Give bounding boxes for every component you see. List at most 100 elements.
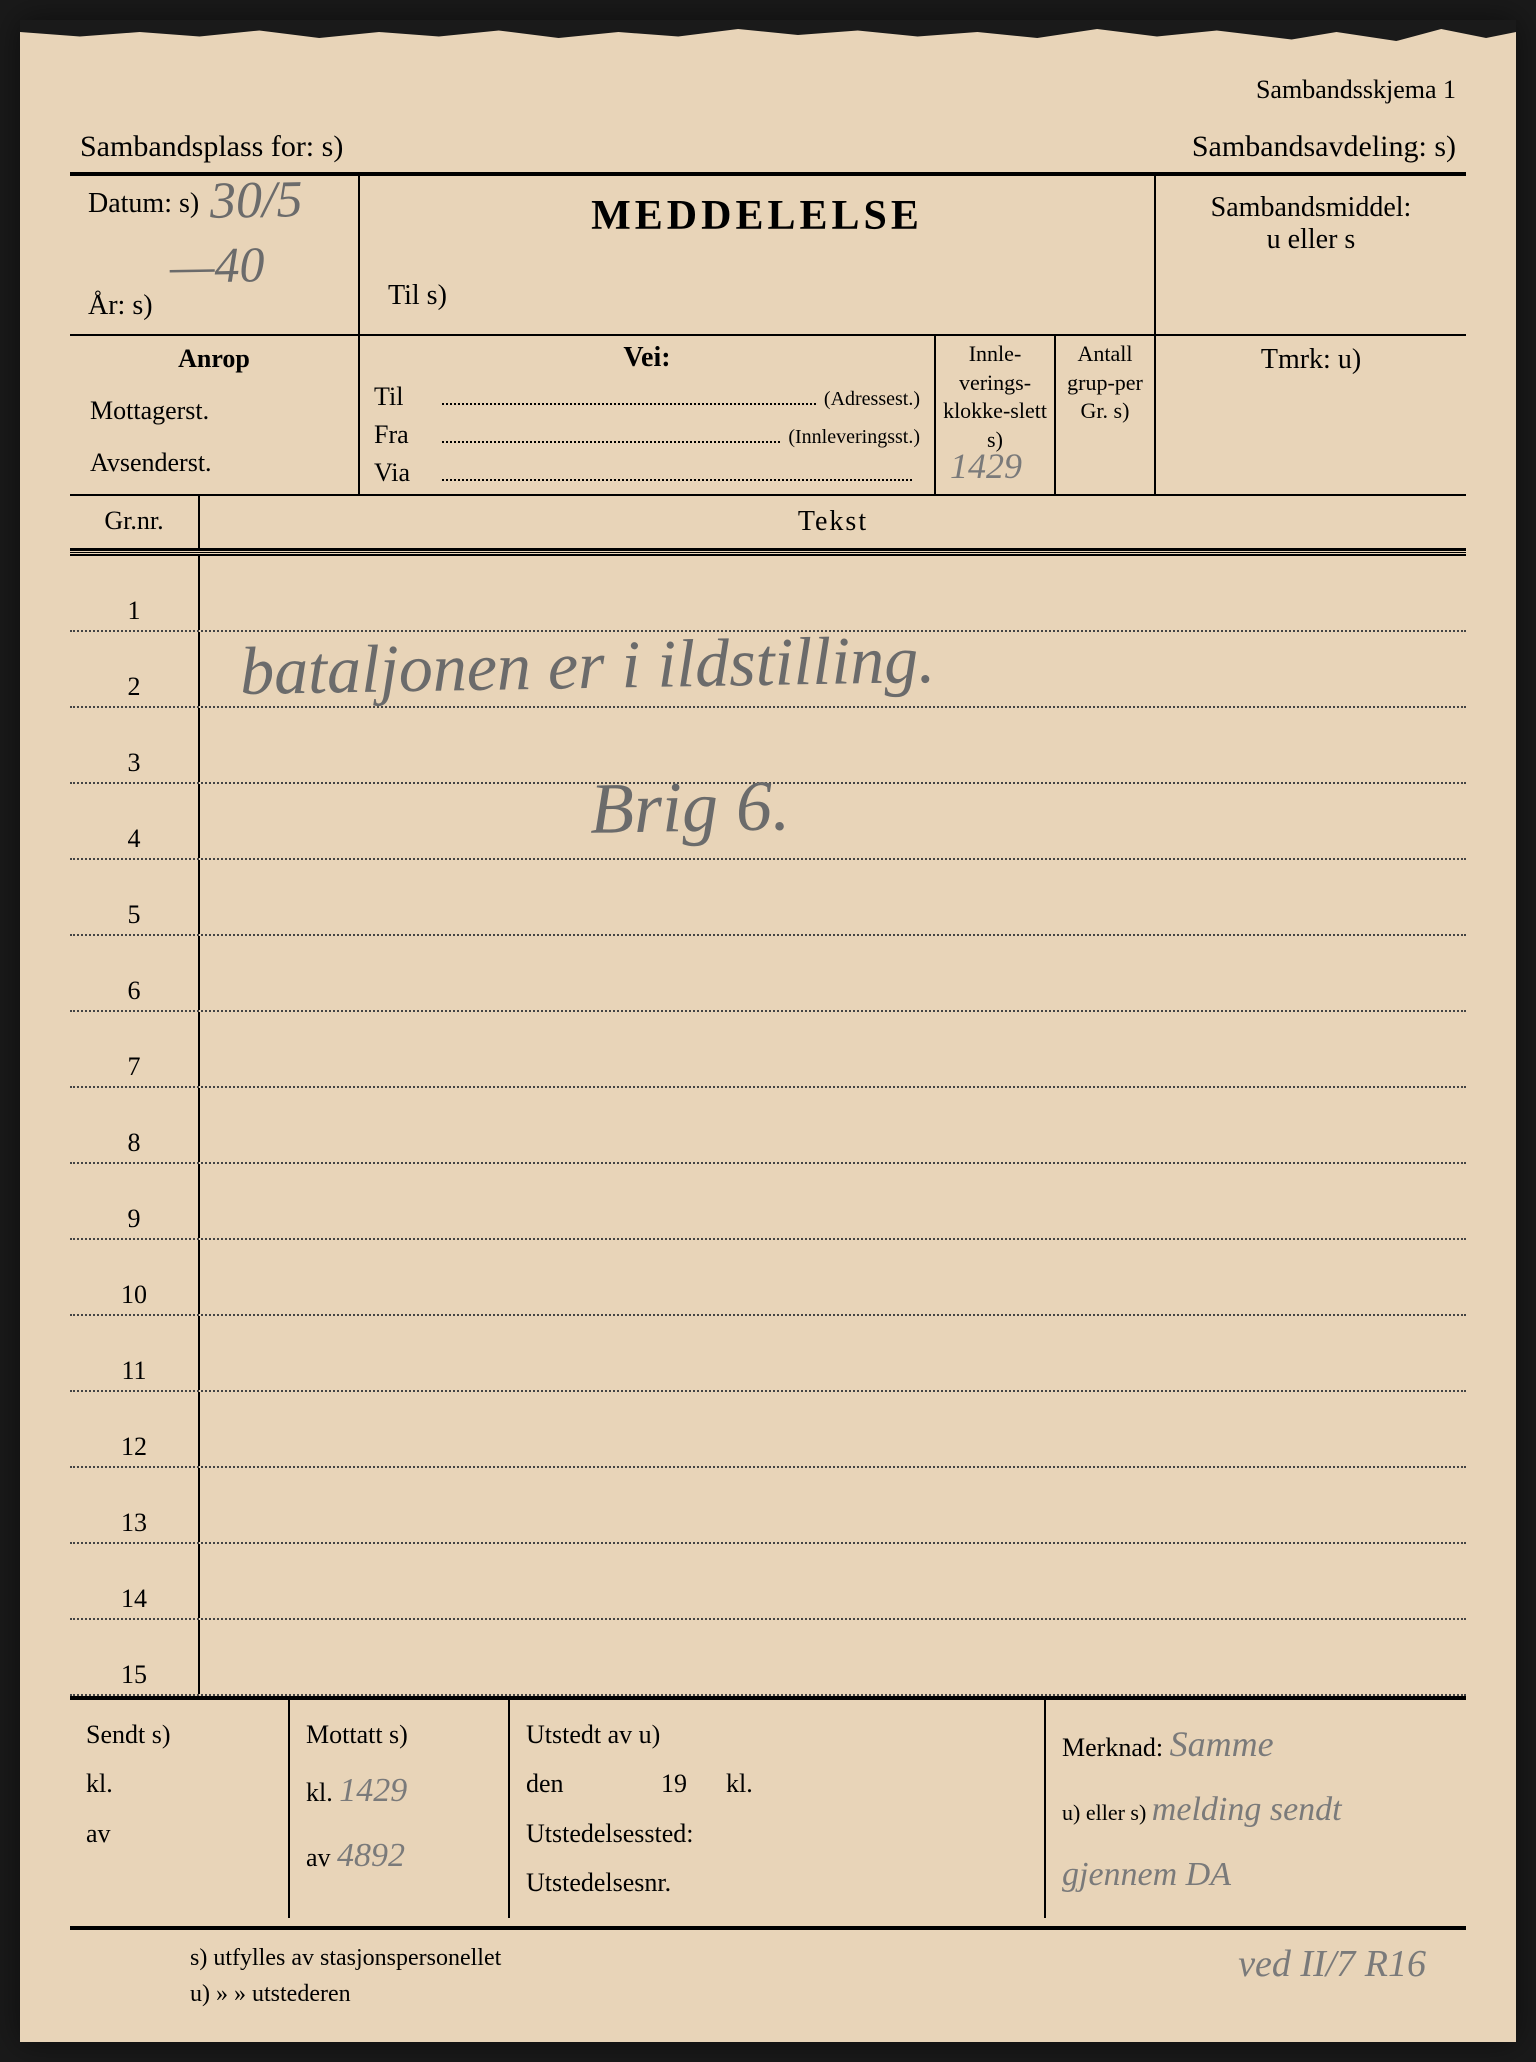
meddelelse-title: MEDDELELSE (378, 192, 1136, 240)
dotted-line (442, 403, 816, 405)
dotted-line (442, 479, 912, 481)
text-row: 14 (70, 1544, 1466, 1620)
footer-line2: u) » » utstederen (190, 1976, 1238, 2012)
kl-label: kl. (86, 1759, 272, 1808)
sambandsavdeling-label: Sambandsavdeling: s) (1192, 130, 1456, 164)
merknad-label: Merknad: (1062, 1733, 1163, 1762)
vei-title: Vei: (374, 342, 920, 374)
mottagerst-label: Mottagerst. (70, 396, 358, 426)
meddelelse-cell: MEDDELELSE Til s) (360, 176, 1156, 334)
row-body (200, 784, 1466, 858)
datum-cell: Datum: s) 30/5 År: s) —40 (70, 176, 360, 334)
grnr-label: Gr.nr. (70, 496, 200, 548)
antall-cell: Antall grup-per Gr. s) (1056, 336, 1156, 494)
tmrk-label: Tmrk: u) (1261, 344, 1361, 375)
text-row: 6 (70, 936, 1466, 1012)
vei-cell: Vei: Til (Adressest.) Fra (Innleveringss… (360, 336, 936, 494)
sambandsmiddel-cell: Sambandsmiddel: u eller s (1156, 176, 1466, 334)
row-body (200, 1164, 1466, 1238)
text-row: 15 (70, 1620, 1466, 1696)
row-number: 4 (70, 784, 200, 858)
sendt-cell: Sendt s) kl. av (70, 1700, 290, 1918)
merknad-hw4: ved II/7 R16 (1238, 1930, 1466, 2012)
row-number: 9 (70, 1164, 200, 1238)
row-body (200, 1240, 1466, 1314)
row-anrop-vei: Anrop Mottagerst. Avsenderst. Vei: Til (… (70, 336, 1466, 496)
sambandsplass-label: Sambandsplass for: s) (80, 130, 343, 164)
til-label: Til s) (378, 280, 1136, 312)
sambandsmiddel-sub: u eller s (1174, 224, 1448, 256)
grnr-header: Gr.nr. Tekst (70, 496, 1466, 550)
text-row: 12 (70, 1392, 1466, 1468)
vei-til-label: Til (374, 382, 434, 412)
den-label: den (526, 1769, 564, 1798)
row-number: 12 (70, 1392, 200, 1466)
merknad-hw3: gjennem DA (1062, 1843, 1450, 1908)
merknad-hw1: Samme (1170, 1724, 1274, 1764)
utstedelsesnr-label: Utstedelsesnr. (526, 1858, 1028, 1907)
innlev-value: 1429 (950, 443, 1022, 490)
antall-label: Antall grup-per Gr. s) (1067, 341, 1143, 423)
text-row: 10 (70, 1240, 1466, 1316)
nineteen-label: 19 (661, 1769, 687, 1798)
text-row: 7 (70, 1012, 1466, 1088)
text-row: 11 (70, 1316, 1466, 1392)
mottatt-label: Mottatt s) (306, 1710, 492, 1759)
row-number: 8 (70, 1088, 200, 1162)
footer-notes: s) utfylles av stasjonspersonellet u) » … (70, 1930, 1238, 2012)
sendt-label: Sendt s) (86, 1710, 272, 1759)
text-row: 1 (70, 556, 1466, 632)
sambandsmiddel-label: Sambandsmiddel: (1174, 192, 1448, 224)
torn-edge-decoration (20, 20, 1516, 50)
row-body (200, 708, 1466, 782)
merknad-sub: u) eller s) (1062, 1800, 1146, 1825)
tmrk-cell: Tmrk: u) (1156, 336, 1466, 494)
header-row: Sambandsplass for: s) Sambandsavdeling: … (70, 130, 1466, 164)
row-number: 15 (70, 1620, 200, 1694)
row-number: 5 (70, 860, 200, 934)
row-body (200, 1544, 1466, 1618)
row-number: 7 (70, 1012, 200, 1086)
row-body (200, 1088, 1466, 1162)
av-label: av (86, 1809, 272, 1858)
utstedt-cell: Utstedt av u) den 19 kl. Utstedelsessted… (510, 1700, 1046, 1918)
row-body (200, 1468, 1466, 1542)
ar-handwritten: —40 (170, 235, 265, 295)
text-row: 9 (70, 1164, 1466, 1240)
row-number: 1 (70, 556, 200, 630)
row-number: 11 (70, 1316, 200, 1390)
row-body (200, 1012, 1466, 1086)
datum-label: Datum: s) (88, 188, 340, 220)
vei-via-label: Via (374, 458, 434, 488)
avsenderst-label: Avsenderst. (70, 448, 358, 478)
av-label2: av (306, 1843, 331, 1872)
vei-til-hint: (Adressest.) (824, 388, 920, 411)
row-body (200, 1620, 1466, 1694)
row-body (200, 632, 1466, 706)
row-body (200, 860, 1466, 934)
anrop-title: Anrop (70, 344, 358, 374)
text-row: 13 (70, 1468, 1466, 1544)
dotted-line (442, 441, 780, 443)
text-area: bataljonen er i ildstilling. Brig 6. 123… (70, 556, 1466, 1696)
kl-label2: kl. (306, 1778, 333, 1807)
row-body (200, 556, 1466, 630)
kl-label3: kl. (726, 1769, 753, 1798)
row-body (200, 936, 1466, 1010)
row-number: 14 (70, 1544, 200, 1618)
text-row: 8 (70, 1088, 1466, 1164)
anrop-cell: Anrop Mottagerst. Avsenderst. (70, 336, 360, 494)
footer-line1: s) utfylles av stasjonspersonellet (190, 1940, 1238, 1976)
innlev-cell: Innle-verings-klokke-slett s) 1429 (936, 336, 1056, 494)
vei-fra-hint: (Innleveringsst.) (788, 426, 920, 449)
row-meddelelse: Datum: s) 30/5 År: s) —40 MEDDELELSE Til… (70, 176, 1466, 336)
tekst-label: Tekst (200, 496, 1466, 548)
text-row: 2 (70, 632, 1466, 708)
row-number: 6 (70, 936, 200, 1010)
innlev-label: Innle-verings-klokke-slett s) (943, 341, 1047, 452)
merknad-cell: Merknad: Samme u) eller s) melding sendt… (1046, 1700, 1466, 1918)
form-id-label: Sambandsskjema 1 (1256, 75, 1456, 105)
mottatt-av-value: 4892 (337, 1837, 405, 1874)
text-row: 3 (70, 708, 1466, 784)
text-row: 5 (70, 860, 1466, 936)
